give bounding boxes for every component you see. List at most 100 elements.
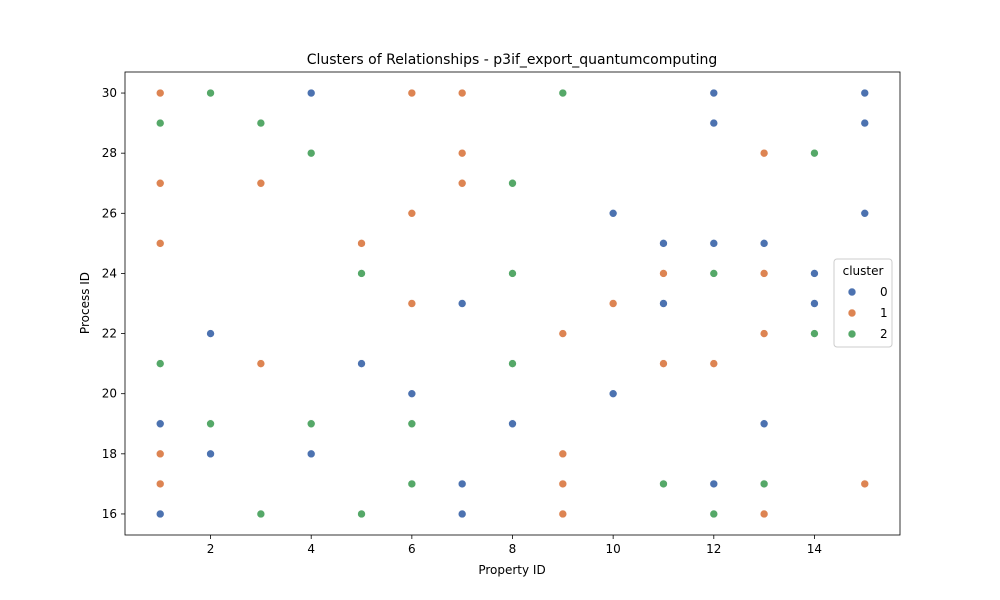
data-point-cluster-0: [759, 419, 769, 429]
data-point-cluster-0: [206, 329, 215, 338]
data-point-cluster-2: [306, 148, 316, 158]
data-point-cluster-0: [709, 88, 719, 98]
data-point-cluster-0: [457, 299, 467, 308]
data-point-cluster-1: [357, 239, 366, 248]
data-point-cluster-2: [709, 509, 719, 519]
data-point-cluster-0: [659, 299, 668, 308]
data-point-cluster-2: [709, 269, 719, 278]
data-point-cluster-0: [155, 419, 165, 429]
data-point-cluster-0: [306, 88, 316, 98]
data-point-cluster-0: [709, 479, 719, 489]
y-tick-label: 16: [102, 507, 117, 521]
data-points: [155, 88, 870, 519]
data-point-cluster-2: [759, 479, 769, 489]
data-point-cluster-0: [608, 389, 618, 398]
data-point-cluster-1: [457, 178, 467, 188]
data-point-cluster-0: [608, 209, 618, 218]
data-point-cluster-2: [558, 88, 568, 98]
data-point-cluster-1: [608, 299, 618, 308]
x-tick-label: 6: [408, 542, 416, 556]
y-tick-label: 18: [102, 447, 117, 461]
data-point-cluster-0: [306, 449, 316, 459]
legend: cluster 0 1 2: [833, 258, 893, 348]
y-tick-label: 30: [102, 86, 117, 100]
data-point-cluster-1: [860, 479, 870, 489]
x-tick-label: 4: [307, 542, 315, 556]
legend-marker-cluster-2: [847, 329, 857, 339]
data-point-cluster-0: [457, 509, 467, 519]
data-point-cluster-2: [508, 178, 517, 188]
data-point-cluster-2: [256, 509, 266, 519]
data-point-cluster-0: [810, 299, 819, 308]
data-point-cluster-2: [206, 88, 215, 98]
y-axis: 16 18 20 22 24 26 28 30: [102, 86, 125, 521]
data-point-cluster-2: [407, 479, 417, 489]
legend-label-cluster-0: 0: [880, 285, 888, 299]
data-point-cluster-0: [759, 239, 769, 248]
data-point-cluster-1: [759, 509, 769, 519]
data-point-cluster-1: [407, 209, 417, 218]
chart-title: Clusters of Relationships - p3if_export_…: [307, 52, 718, 68]
legend-box: [833, 258, 893, 348]
data-point-cluster-0: [709, 239, 719, 248]
data-point-cluster-1: [759, 148, 769, 158]
y-axis-label: Process ID: [78, 272, 92, 334]
data-point-cluster-1: [558, 509, 568, 519]
data-point-cluster-1: [659, 269, 668, 278]
data-point-cluster-2: [256, 118, 266, 128]
data-point-cluster-1: [155, 479, 165, 489]
data-point-cluster-1: [155, 449, 165, 459]
data-point-cluster-2: [508, 359, 517, 368]
data-point-cluster-2: [306, 419, 316, 429]
data-point-cluster-1: [759, 269, 769, 278]
data-point-cluster-1: [457, 88, 467, 98]
y-tick-label: 26: [102, 206, 117, 220]
data-point-cluster-2: [810, 148, 819, 158]
x-tick-label: 2: [207, 542, 215, 556]
data-point-cluster-0: [810, 269, 819, 278]
data-point-cluster-1: [659, 359, 668, 368]
data-point-cluster-1: [407, 88, 417, 98]
data-point-cluster-2: [508, 269, 517, 278]
x-tick-label: 12: [706, 542, 721, 556]
x-axis-label: Property ID: [478, 563, 545, 577]
data-point-cluster-0: [206, 449, 215, 459]
data-point-cluster-1: [558, 449, 568, 459]
data-point-cluster-2: [407, 419, 417, 429]
y-tick-label: 24: [102, 266, 117, 280]
legend-marker-cluster-0: [847, 287, 857, 297]
legend-label-cluster-2: 2: [880, 327, 888, 341]
data-point-cluster-0: [709, 118, 719, 128]
x-tick-label: 14: [807, 542, 822, 556]
legend-marker-cluster-1: [847, 308, 857, 318]
data-point-cluster-0: [659, 239, 668, 248]
data-point-cluster-0: [860, 88, 870, 98]
x-tick-label: 10: [606, 542, 621, 556]
data-point-cluster-1: [759, 329, 769, 338]
data-point-cluster-1: [256, 178, 266, 188]
y-tick-label: 28: [102, 146, 117, 160]
data-point-cluster-2: [155, 118, 165, 128]
data-point-cluster-0: [860, 118, 870, 128]
y-tick-label: 20: [102, 387, 117, 401]
data-point-cluster-0: [357, 359, 366, 368]
data-point-cluster-1: [256, 359, 266, 368]
data-point-cluster-0: [155, 509, 165, 519]
data-point-cluster-2: [357, 269, 366, 278]
data-point-cluster-0: [860, 209, 870, 218]
x-tick-label: 8: [509, 542, 517, 556]
data-point-cluster-1: [407, 299, 417, 308]
legend-title: cluster: [843, 264, 884, 278]
data-point-cluster-1: [155, 88, 165, 98]
data-point-cluster-1: [457, 148, 467, 158]
data-point-cluster-2: [659, 479, 668, 489]
data-point-cluster-1: [709, 359, 719, 368]
data-point-cluster-1: [558, 329, 568, 338]
x-axis: 2 4 6 8 10 12 14: [207, 535, 822, 556]
data-point-cluster-2: [810, 329, 819, 338]
data-point-cluster-2: [357, 509, 366, 519]
data-point-cluster-0: [407, 389, 417, 398]
data-point-cluster-1: [155, 239, 165, 248]
